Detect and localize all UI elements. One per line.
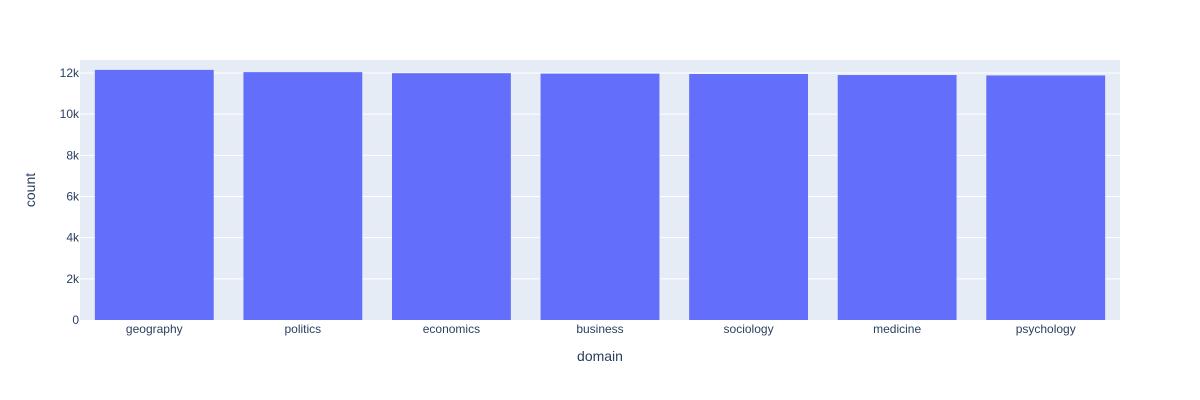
y-tick-label: 0 [72, 313, 79, 327]
x-axis-ticks: geography politics economics business sociol… [126, 322, 1076, 336]
x-tick-label: psychology [1016, 322, 1076, 336]
y-tick-label: 4k [66, 231, 80, 245]
bar-economics[interactable] [392, 73, 511, 320]
bar-politics[interactable] [243, 72, 363, 320]
x-tick-label: politics [285, 322, 322, 336]
bar-medicine[interactable] [837, 75, 957, 320]
x-tick-label: economics [423, 322, 480, 336]
y-tick-label: 8k [66, 148, 80, 162]
y-tick-label: 12k [60, 66, 80, 80]
bar-geography[interactable] [94, 69, 214, 321]
x-tick-label: geography [126, 322, 183, 336]
x-tick-label: sociology [724, 322, 774, 336]
bar-psychology[interactable] [986, 75, 1106, 321]
bars [94, 69, 1106, 321]
x-tick-label: medicine [873, 322, 921, 336]
bar-business[interactable] [540, 73, 660, 320]
x-axis-title: domain [577, 348, 623, 364]
y-axis-ticks: 0 2k 4k 6k 8k 10k 12k [60, 66, 80, 327]
y-tick-label: 2k [66, 272, 80, 286]
y-axis-title: count [22, 173, 38, 207]
y-tick-label: 6k [66, 189, 80, 203]
y-tick-label: 10k [60, 107, 80, 121]
bar-sociology[interactable] [689, 73, 808, 320]
x-tick-label: business [576, 322, 623, 336]
